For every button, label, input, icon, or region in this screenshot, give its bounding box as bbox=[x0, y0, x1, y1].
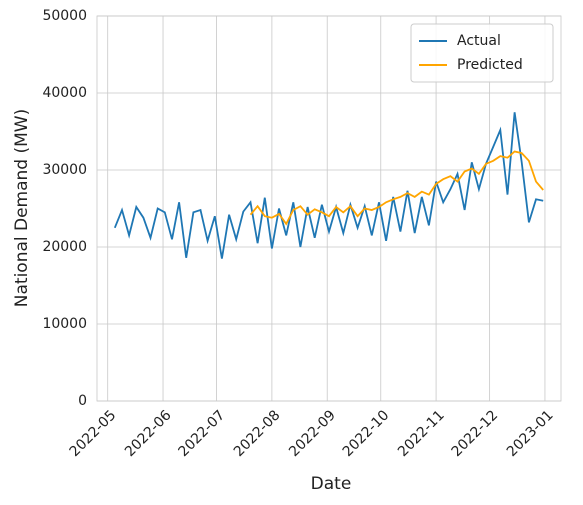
y-axis-label: National Demand (MW) bbox=[12, 109, 32, 307]
y-tick-label: 50000 bbox=[42, 8, 87, 24]
line-series bbox=[113, 112, 544, 259]
legend-label: Predicted bbox=[457, 57, 523, 73]
x-tick-label: 2022-07 bbox=[176, 407, 229, 460]
x-tick-label: 2022-06 bbox=[122, 407, 175, 460]
y-tick-label: 40000 bbox=[42, 85, 87, 101]
y-tick-label: 10000 bbox=[42, 316, 87, 332]
y-tick-label: 0 bbox=[78, 393, 87, 409]
legend-box bbox=[410, 23, 554, 83]
plot-frame bbox=[96, 15, 562, 402]
x-tick-label: 2022-10 bbox=[340, 407, 393, 460]
line-series bbox=[249, 150, 544, 226]
y-tick-label: 20000 bbox=[42, 239, 87, 255]
x-tick-label: 2022-09 bbox=[286, 407, 339, 460]
x-tick-label: 2022-11 bbox=[395, 407, 448, 460]
x-tick-label: 2023-01 bbox=[504, 407, 557, 460]
x-tick-label: 2022-12 bbox=[449, 407, 502, 460]
x-axis-label: Date bbox=[311, 474, 352, 494]
x-tick-label: 2022-05 bbox=[67, 407, 120, 460]
legend-label: Actual bbox=[457, 33, 501, 49]
y-tick-label: 30000 bbox=[42, 162, 87, 178]
x-tick-label: 2022-08 bbox=[231, 407, 284, 460]
